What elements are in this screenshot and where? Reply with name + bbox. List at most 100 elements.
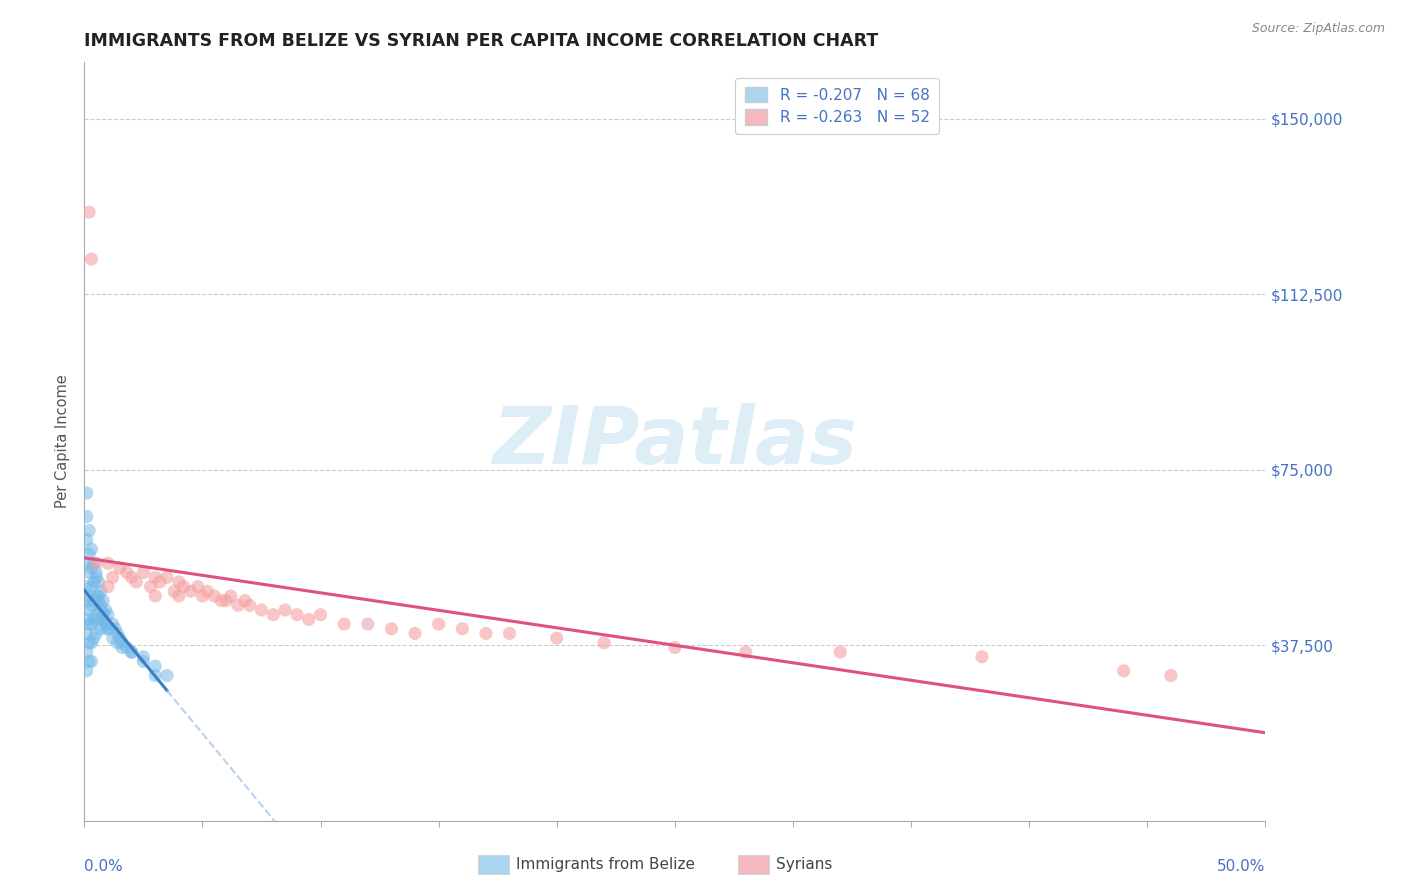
- Point: [80, 636, 103, 650]
- Point: [156, 570, 179, 584]
- Point: [84, 570, 107, 584]
- Point: [84, 626, 107, 640]
- Point: [97, 622, 120, 636]
- Point: [167, 589, 190, 603]
- Point: [250, 603, 273, 617]
- Point: [132, 655, 155, 669]
- Point: [97, 580, 120, 594]
- Point: [77, 524, 100, 538]
- Point: [593, 636, 616, 650]
- Point: [87, 612, 110, 626]
- Point: [664, 640, 686, 655]
- Point: [76, 593, 98, 607]
- Point: [111, 640, 134, 655]
- Text: 50.0%: 50.0%: [1218, 858, 1265, 873]
- Point: [239, 599, 262, 613]
- Point: [108, 561, 131, 575]
- Point: [101, 570, 124, 584]
- Point: [427, 617, 450, 632]
- Point: [84, 607, 107, 622]
- Point: [80, 599, 103, 613]
- Point: [80, 655, 103, 669]
- Y-axis label: Per Capita Income: Per Capita Income: [55, 375, 70, 508]
- Point: [219, 589, 242, 603]
- Point: [97, 622, 120, 636]
- Point: [80, 561, 103, 575]
- Point: [209, 593, 232, 607]
- Point: [125, 574, 148, 589]
- Point: [357, 617, 380, 632]
- Point: [115, 566, 138, 580]
- Text: Syrians: Syrians: [776, 857, 832, 871]
- Point: [262, 607, 284, 622]
- Point: [83, 574, 105, 589]
- Point: [108, 631, 131, 645]
- Point: [121, 645, 143, 659]
- Text: ZIPatlas: ZIPatlas: [492, 402, 858, 481]
- Point: [91, 612, 114, 626]
- Point: [87, 574, 110, 589]
- Point: [107, 636, 129, 650]
- Point: [97, 607, 120, 622]
- Point: [94, 617, 117, 632]
- Text: Source: ZipAtlas.com: Source: ZipAtlas.com: [1251, 22, 1385, 36]
- Point: [1112, 664, 1135, 678]
- Point: [77, 617, 100, 632]
- Point: [830, 645, 852, 659]
- Point: [94, 603, 117, 617]
- Point: [90, 599, 112, 613]
- Point: [77, 566, 100, 580]
- Point: [77, 655, 100, 669]
- Point: [76, 509, 98, 524]
- Point: [404, 626, 426, 640]
- Point: [83, 612, 105, 626]
- Text: Immigrants from Belize: Immigrants from Belize: [516, 857, 695, 871]
- Point: [115, 640, 138, 655]
- Point: [76, 626, 98, 640]
- Point: [84, 566, 107, 580]
- Point: [101, 631, 124, 645]
- Point: [76, 580, 98, 594]
- Point: [76, 533, 98, 547]
- Point: [76, 486, 98, 500]
- Point: [380, 622, 402, 636]
- Point: [139, 580, 162, 594]
- Point: [90, 603, 112, 617]
- Point: [132, 566, 155, 580]
- Point: [143, 589, 166, 603]
- Point: [101, 617, 124, 632]
- Point: [191, 589, 214, 603]
- Point: [84, 556, 107, 570]
- Point: [163, 584, 186, 599]
- Point: [970, 649, 993, 664]
- Legend: R = -0.207   N = 68, R = -0.263   N = 52: R = -0.207 N = 68, R = -0.263 N = 52: [735, 78, 939, 134]
- Point: [111, 636, 134, 650]
- Point: [173, 580, 195, 594]
- Point: [475, 626, 498, 640]
- Point: [83, 593, 105, 607]
- Point: [451, 622, 474, 636]
- Point: [104, 622, 127, 636]
- Point: [226, 599, 249, 613]
- Point: [94, 617, 117, 632]
- Point: [233, 593, 256, 607]
- Point: [298, 612, 321, 626]
- Point: [285, 607, 308, 622]
- Point: [734, 645, 756, 659]
- Point: [143, 570, 166, 584]
- Text: IMMIGRANTS FROM BELIZE VS SYRIAN PER CAPITA INCOME CORRELATION CHART: IMMIGRANTS FROM BELIZE VS SYRIAN PER CAP…: [84, 32, 879, 50]
- Text: 0.0%: 0.0%: [84, 858, 124, 873]
- Point: [84, 589, 107, 603]
- Point: [143, 668, 166, 682]
- Point: [83, 556, 105, 570]
- Point: [91, 593, 114, 607]
- Point: [77, 636, 100, 650]
- Point: [87, 593, 110, 607]
- Point: [83, 631, 105, 645]
- Point: [91, 607, 114, 622]
- Point: [80, 580, 103, 594]
- Point: [167, 574, 190, 589]
- Point: [1160, 668, 1182, 682]
- Point: [132, 649, 155, 664]
- Point: [195, 584, 218, 599]
